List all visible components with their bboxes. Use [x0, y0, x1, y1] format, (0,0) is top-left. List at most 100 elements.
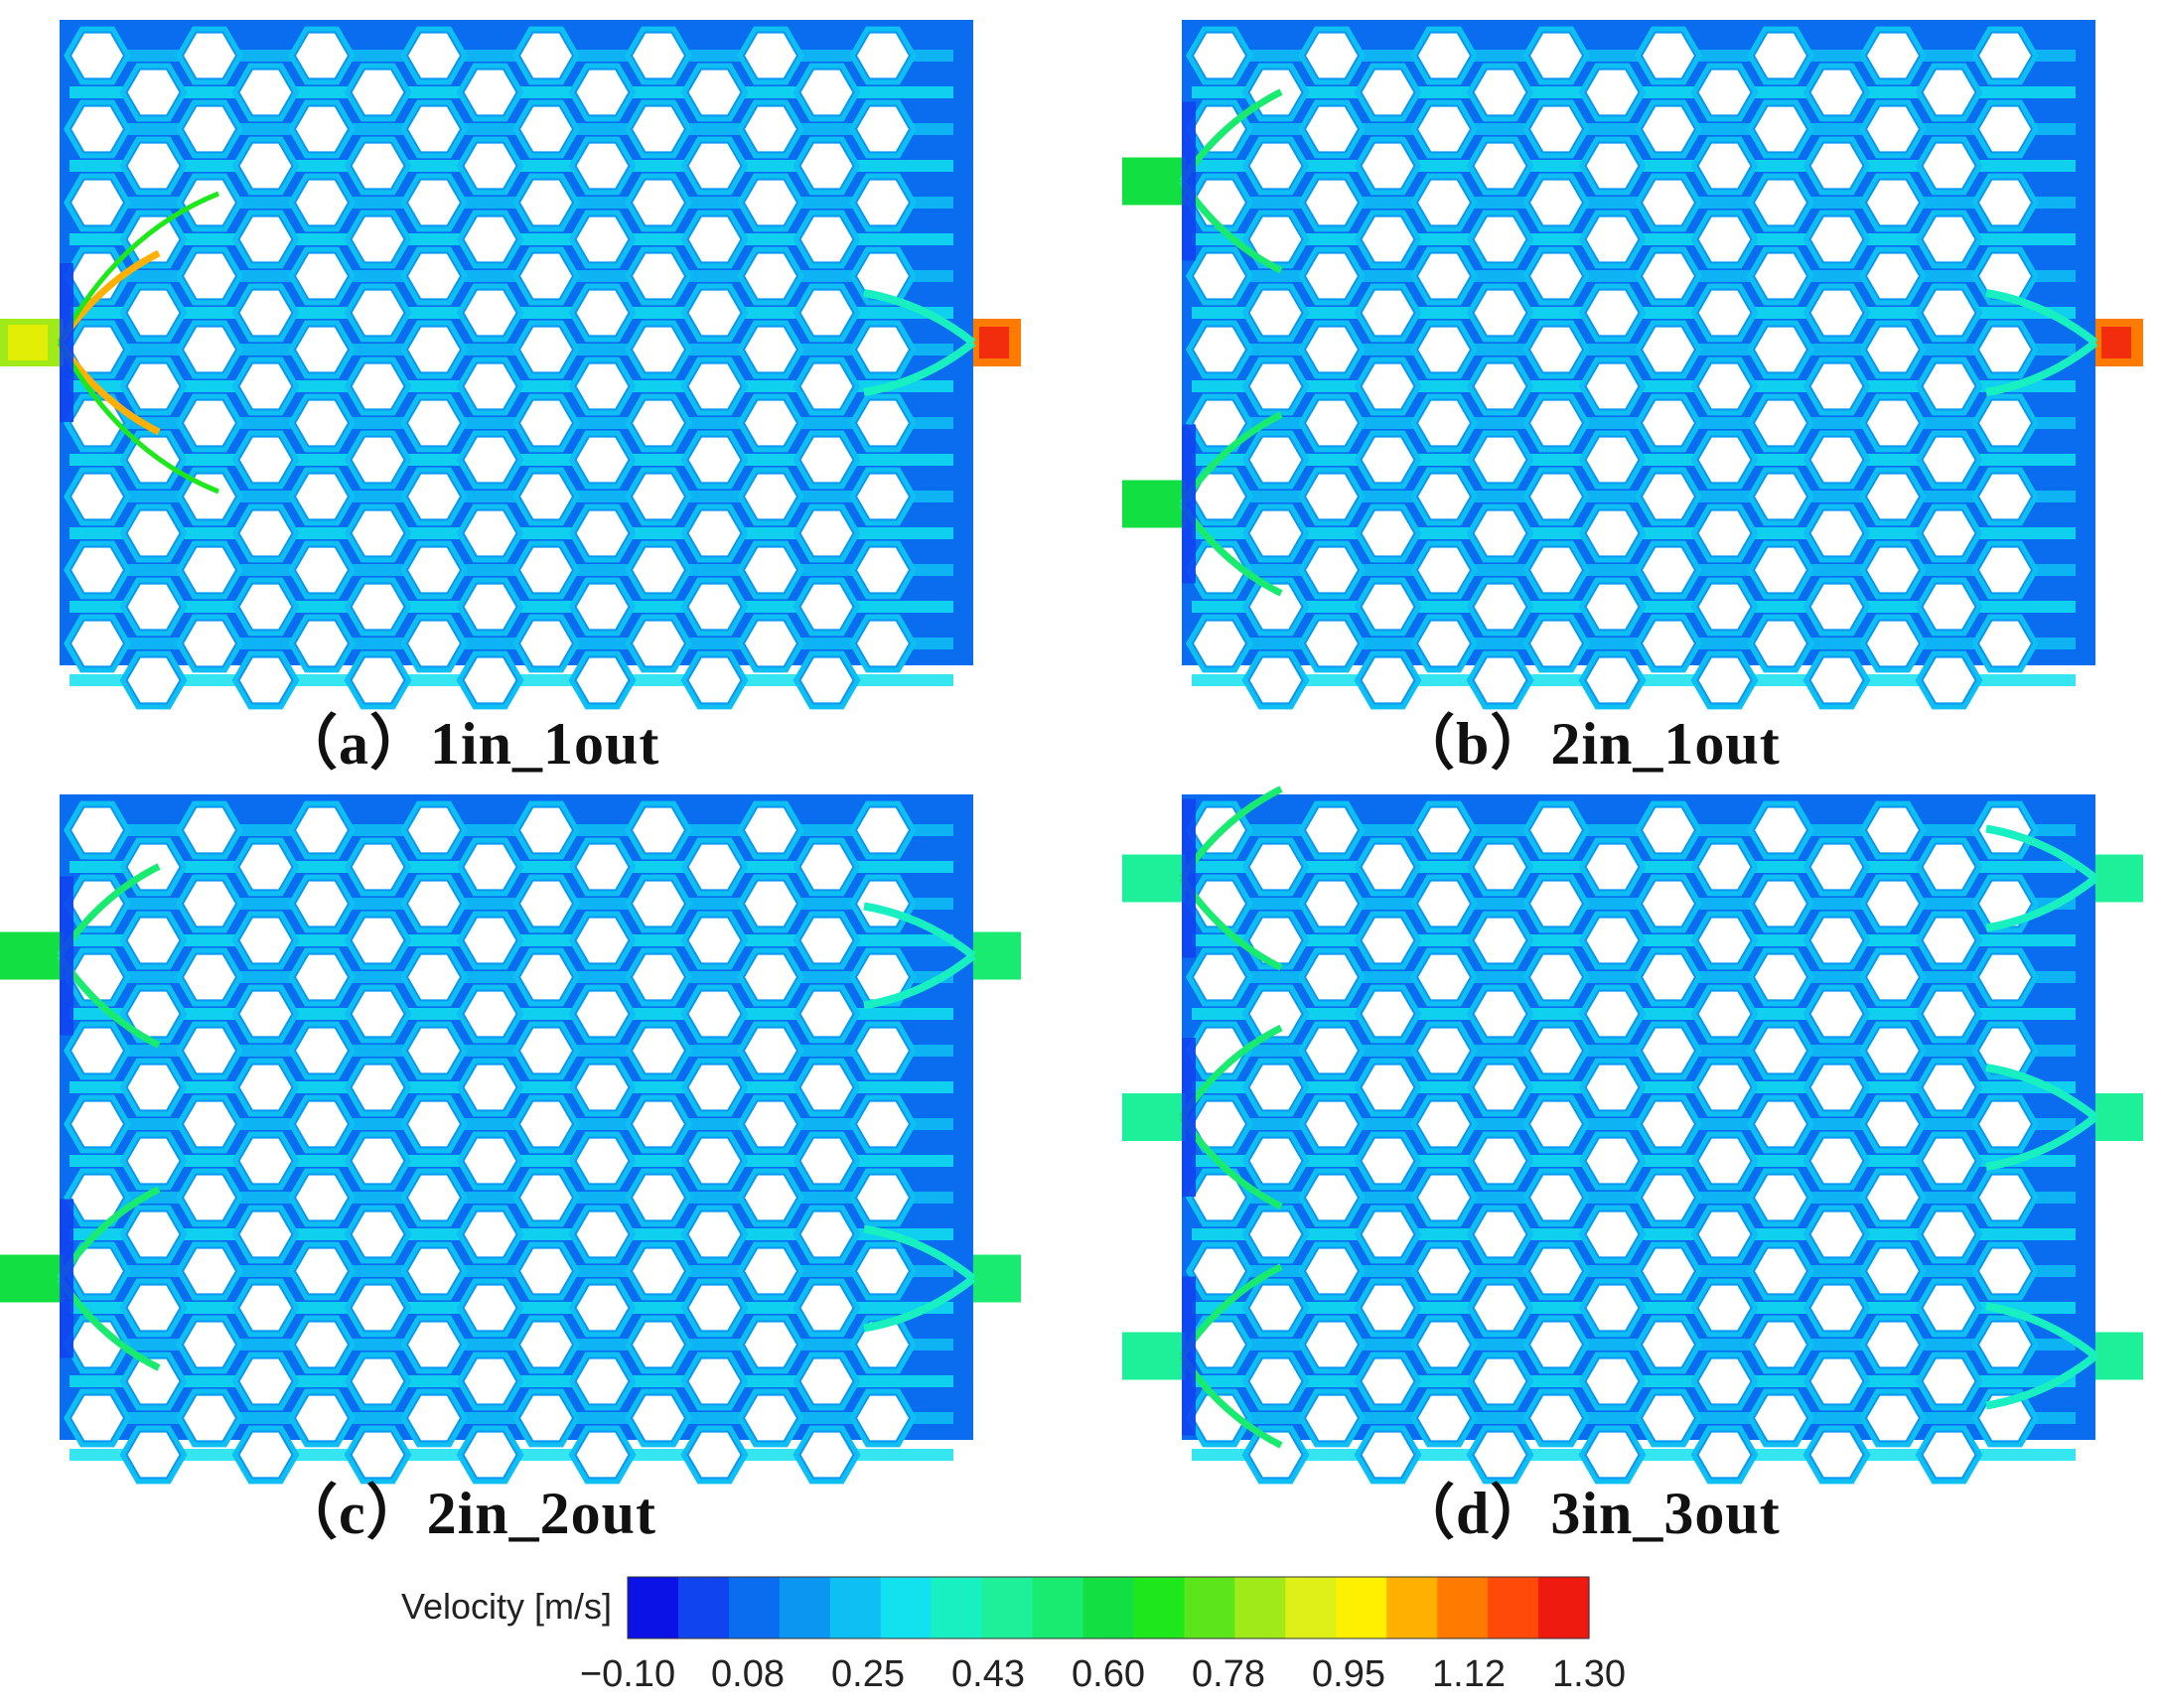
hexagon-hole [1303, 1393, 1361, 1443]
inlet-wake [60, 876, 73, 1036]
hexagon-hole [630, 619, 687, 668]
hexagon-hole [1303, 325, 1361, 374]
hexagon-hole [1696, 842, 1753, 892]
outlet-port [2095, 854, 2143, 903]
hexagon-hole [69, 178, 126, 227]
hexagon-hole [125, 1136, 182, 1186]
hexagon-hole [1808, 989, 1865, 1039]
hexagon-hole [1303, 398, 1361, 448]
hexagon-hole [1360, 1283, 1416, 1333]
hexagon-hole [1921, 1356, 1977, 1406]
hexagon-hole [1976, 952, 2034, 1002]
colorbar-cell [1285, 1577, 1337, 1638]
hexagon-hole [69, 545, 126, 595]
hexagon-hole [1864, 251, 1922, 301]
colorbar-tick-label: 0.43 [951, 1653, 1025, 1695]
hexagon-hole [1808, 916, 1865, 965]
hexagon-hole [1584, 435, 1641, 485]
hexagon-hole [1527, 1393, 1585, 1443]
hexagon-hole [181, 952, 238, 1002]
outlet-port [2095, 1332, 2143, 1380]
hexagon-hole [1415, 805, 1473, 855]
hexagon-hole [1527, 398, 1585, 448]
hexagon-hole [405, 1320, 463, 1369]
hexagon-hole [1696, 508, 1753, 558]
hexagon-hole [1640, 619, 1697, 668]
hexagon-hole [237, 508, 294, 558]
hexagon-hole [1303, 1246, 1361, 1296]
hexagon-hole [574, 1356, 631, 1406]
contour-panel-a [0, 20, 1021, 710]
hexagon-hole [1640, 325, 1697, 374]
hexagon-hole [1640, 545, 1697, 595]
hexagon-hole [517, 1320, 575, 1369]
hexagon-hole [1303, 545, 1361, 595]
hexagon-hole [293, 1320, 351, 1369]
hexagon-hole [405, 619, 463, 668]
hexagon-hole [1247, 1430, 1304, 1480]
hexagon-hole [1696, 1356, 1753, 1406]
hexagon-hole [1472, 68, 1528, 117]
hexagon-hole [1415, 952, 1473, 1002]
hexagon-hole [405, 1026, 463, 1075]
hexagon-hole [517, 1026, 575, 1075]
hexagon-hole [293, 1246, 351, 1296]
hexagon-hole [405, 472, 463, 521]
hexagon-hole [1472, 361, 1528, 411]
hexagon-hole [574, 214, 631, 264]
hexagon-hole [854, 1099, 912, 1149]
hexagon-hole [237, 582, 294, 632]
hexagon-hole [630, 472, 687, 521]
hexagon-hole [854, 325, 912, 374]
hexagon-hole [1472, 582, 1528, 632]
hexagon-hole [350, 1283, 406, 1333]
hexagon-hole [742, 1320, 799, 1369]
hexagon-hole [462, 1356, 518, 1406]
hexagon-hole [1191, 251, 1248, 301]
hexagon-hole [1247, 435, 1304, 485]
hexagon-hole [1472, 655, 1528, 705]
hexagon-hole [517, 1173, 575, 1222]
colorbar-tick-label: 0.60 [1072, 1653, 1145, 1695]
hexagon-hole [1976, 178, 2034, 227]
hexagon-hole [1303, 952, 1361, 1002]
hexagon-hole [1921, 141, 1977, 191]
hexagon-hole [237, 842, 294, 892]
hexagon-hole [1415, 1099, 1473, 1149]
hexagon-hole [798, 435, 855, 485]
hexagon-hole [630, 1099, 687, 1149]
hexagon-hole [1976, 1099, 2034, 1149]
hexagon-hole [181, 545, 238, 595]
hexagon-hole [125, 141, 182, 191]
hexagon-hole [462, 655, 518, 705]
hexagon-hole [1808, 1430, 1865, 1480]
hexagon-hole [1360, 361, 1416, 411]
hexagon-hole [293, 1099, 351, 1149]
hexagon-hole [1752, 545, 1809, 595]
hexagon-hole [293, 1173, 351, 1222]
hexagon-hole [798, 989, 855, 1039]
colorbar-cell [1032, 1577, 1084, 1638]
colorbar-cell [1488, 1577, 1539, 1638]
outlet-plume [1985, 289, 2098, 396]
inlet-wake [1182, 798, 1196, 958]
hexagon-obstacles [64, 800, 917, 1485]
hexagon-hole [181, 251, 238, 301]
hexagon-hole [125, 1283, 182, 1333]
hexagon-hole [1527, 879, 1585, 928]
hexagon-hole [1303, 178, 1361, 227]
hexagon-hole [125, 582, 182, 632]
hexagon-hole [181, 1393, 238, 1443]
hexagon-hole [1696, 1136, 1753, 1186]
hexagon-hole [237, 214, 294, 264]
hexagon-hole [1191, 31, 1248, 80]
hexagon-hole [1191, 952, 1248, 1002]
hexagon-hole [1415, 1246, 1473, 1296]
hexagon-hole [1303, 251, 1361, 301]
hexagon-hole [181, 472, 238, 521]
hexagon-hole [1864, 1173, 1922, 1222]
hexagon-hole [181, 1099, 238, 1149]
hexagon-hole [1976, 545, 2034, 595]
hexagon-hole [742, 1173, 799, 1222]
hexagon-hole [293, 619, 351, 668]
